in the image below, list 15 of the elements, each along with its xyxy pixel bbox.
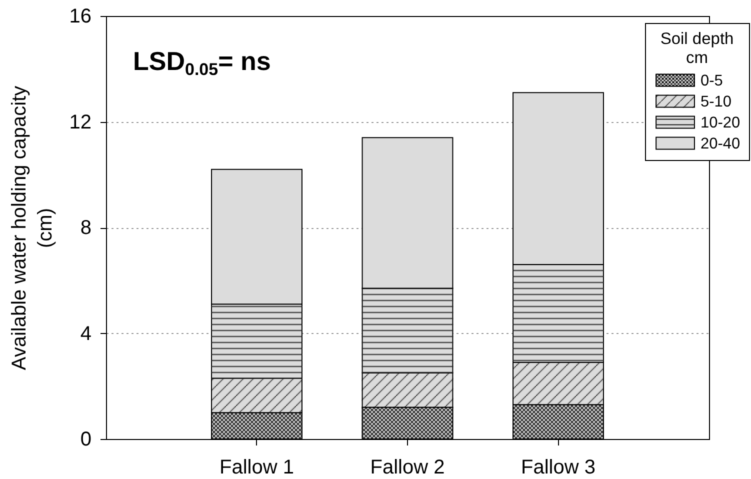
x-tick-label: Fallow 1 [220,456,294,478]
x-tick-label: Fallow 3 [521,456,596,478]
y-tick-label: 0 [80,428,92,450]
legend-label: 10-20 [700,114,741,132]
legend-label: 0-5 [700,72,723,90]
legend-title: Soil depth cm [660,30,734,67]
y-tick-label: 8 [80,217,92,239]
y-tick-label: 16 [69,6,92,28]
annotation: LSD$_{0.05}$= ns [133,46,271,79]
x-tick-label: Fallow 2 [370,456,445,478]
y-tick-label: 4 [80,322,92,345]
y-axis-title: Available water holding capacity (cm) [8,86,56,370]
y-tick-label: 12 [69,111,92,134]
legend-label: 5-10 [700,93,732,110]
legend-label: 20-40 [700,135,741,152]
